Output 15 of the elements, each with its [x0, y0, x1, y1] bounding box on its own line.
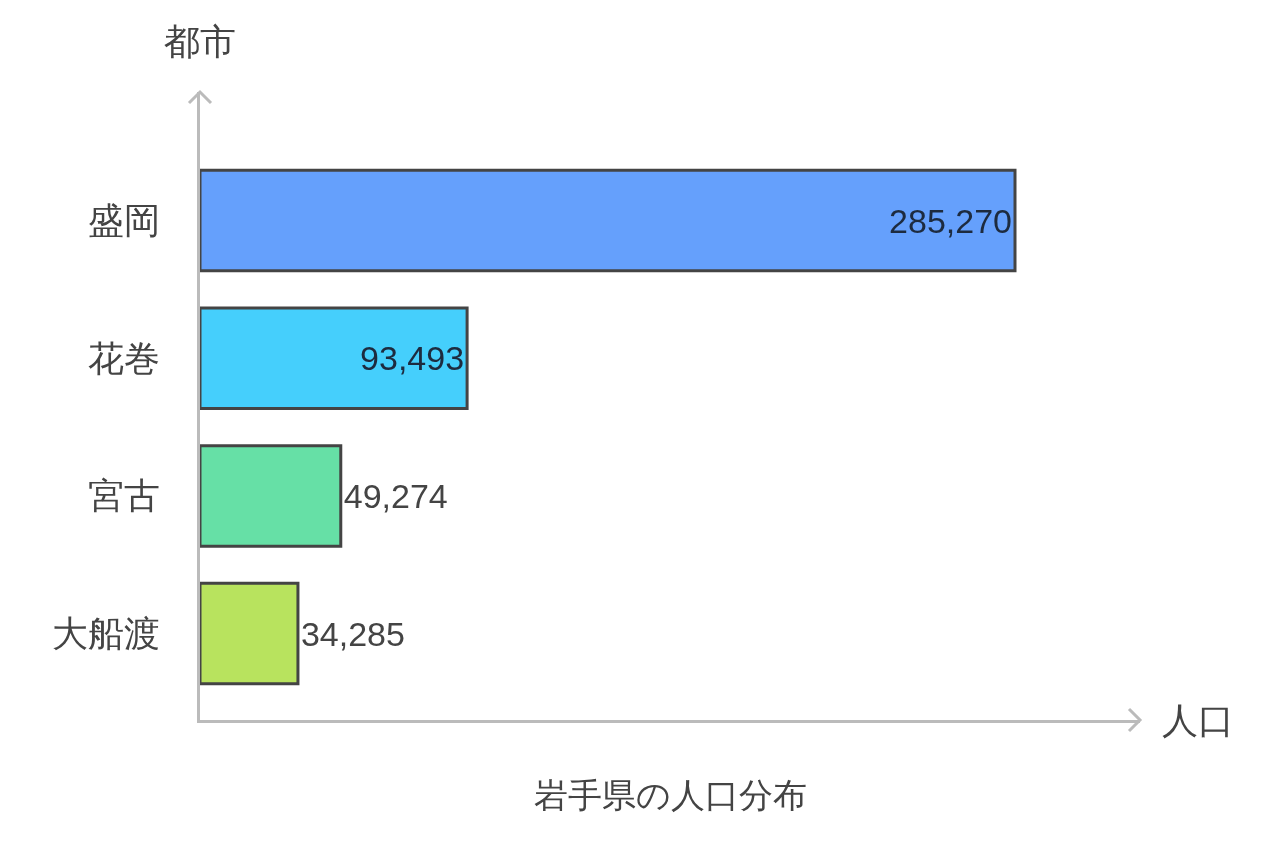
text: 岩手県の人口分布: [533, 775, 807, 814]
bar: [200, 306, 469, 410]
data-label: 285,270: [889, 201, 1012, 240]
data-label: 93,493: [360, 339, 465, 378]
y-tick-label: 宮古: [87, 475, 160, 517]
y-axis-title: 都市: [164, 21, 236, 62]
y-tick-label: 大船渡: [51, 613, 160, 655]
y-tick-label: 花巻: [87, 337, 160, 379]
data-label: 34,285: [300, 614, 405, 653]
bar: [200, 444, 343, 548]
x-axis-title: 人口: [1162, 700, 1234, 741]
bar: [200, 168, 1017, 273]
bar: [200, 581, 300, 686]
y-tick-label: 盛岡: [87, 200, 160, 242]
data-label: 49,274: [343, 476, 448, 515]
